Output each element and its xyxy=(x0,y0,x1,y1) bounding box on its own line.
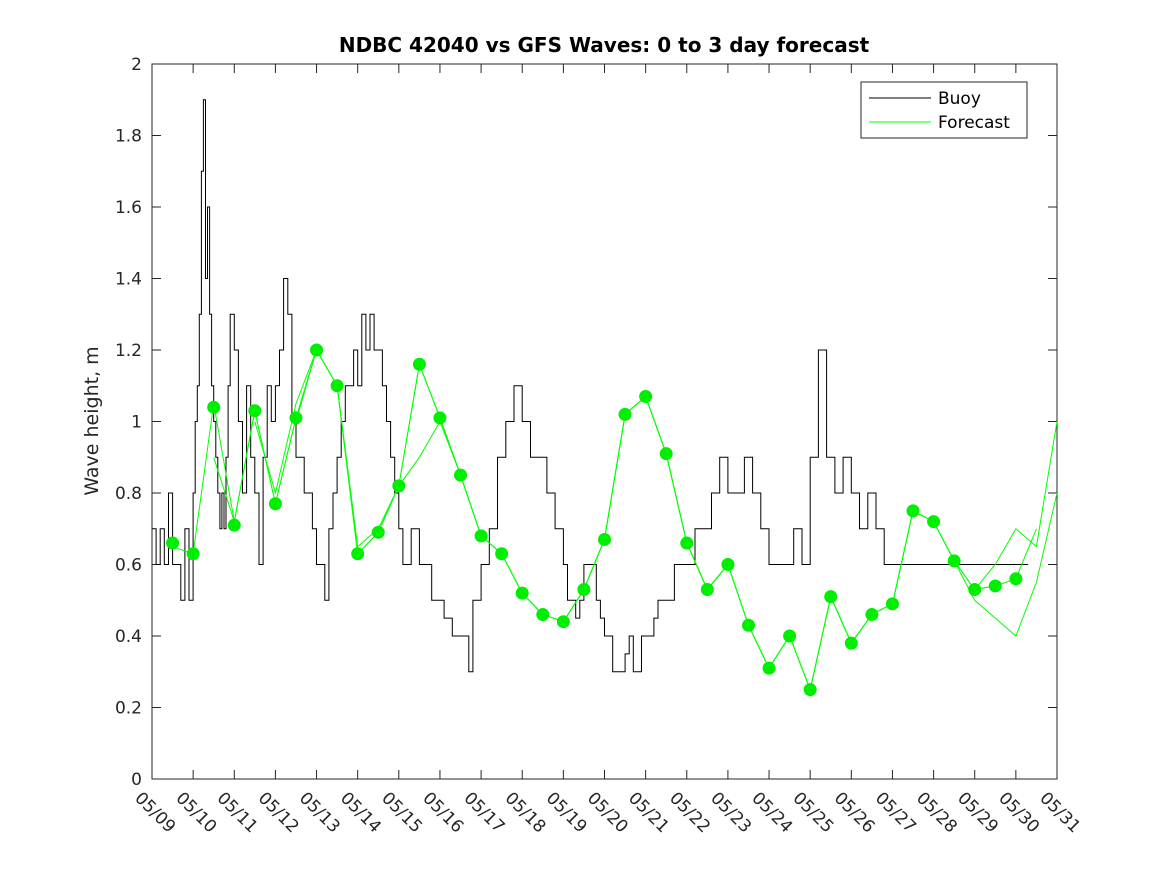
axes-frame xyxy=(151,63,1058,780)
y-tick-label: 0.8 xyxy=(115,484,142,504)
forecast-point xyxy=(865,608,879,622)
forecast-point xyxy=(988,579,1002,593)
forecast-point xyxy=(906,504,920,518)
forecast-point xyxy=(659,447,673,461)
forecast-point xyxy=(762,661,776,675)
forecast-point xyxy=(289,411,303,425)
y-tick-label: 1 xyxy=(131,413,142,433)
legend-forecast-label: Forecast xyxy=(938,113,1010,133)
y-tick-label: 0.6 xyxy=(115,556,142,576)
plot-area: 00.20.40.60.811.21.41.61.8205/0905/1005/… xyxy=(115,55,1084,837)
forecast-point xyxy=(618,407,632,421)
forecast-point xyxy=(227,518,241,532)
forecast-point xyxy=(700,583,714,597)
forecast-point xyxy=(371,525,385,539)
forecast-point xyxy=(433,411,447,425)
forecast-point xyxy=(639,389,653,403)
forecast-point xyxy=(310,343,324,357)
forecast-point xyxy=(1009,572,1023,586)
legend-box xyxy=(860,81,1028,139)
forecast-point xyxy=(968,583,982,597)
forecast-point xyxy=(392,479,406,493)
forecast-point xyxy=(207,400,221,414)
forecast-point xyxy=(495,547,509,561)
forecast-point xyxy=(741,618,755,632)
chart-title: NDBC 42040 vs GFS Waves: 0 to 3 day fore… xyxy=(339,33,870,57)
y-tick-label: 1.6 xyxy=(115,198,142,218)
forecast-point xyxy=(536,608,550,622)
forecast-point xyxy=(330,379,344,393)
forecast-point xyxy=(721,558,735,571)
forecast-point xyxy=(927,515,941,529)
forecast-point xyxy=(351,547,365,561)
buoy-series-line xyxy=(152,99,1029,673)
forecast-point xyxy=(885,597,899,611)
y-tick-label: 2 xyxy=(131,55,142,75)
forecast-point xyxy=(268,497,282,511)
y-tick-label: 1.4 xyxy=(115,270,142,290)
forecast-point xyxy=(598,532,611,546)
legend: Buoy Forecast xyxy=(860,81,1028,139)
forecast-point xyxy=(824,590,838,604)
y-tick-label: 1.2 xyxy=(115,341,142,361)
forecast-point xyxy=(166,536,180,550)
forecast-point xyxy=(556,615,570,629)
forecast-point xyxy=(186,547,200,561)
y-tick-label: 0.2 xyxy=(115,699,142,719)
legend-buoy-label: Buoy xyxy=(938,89,981,109)
y-axis-label: Wave height, m xyxy=(81,346,103,495)
forecast-point xyxy=(248,404,262,418)
forecast-point xyxy=(844,636,858,650)
forecast-point xyxy=(474,529,488,543)
y-tick-label: 0 xyxy=(131,770,142,790)
forecast-point xyxy=(412,357,426,371)
forecast-point xyxy=(783,629,797,643)
forecast-point xyxy=(577,583,591,597)
forecast-series-line xyxy=(974,421,1058,590)
forecast-point xyxy=(680,536,694,550)
y-tick-label: 1.8 xyxy=(115,127,142,147)
forecast-point xyxy=(454,468,468,482)
y-tick-label: 0.4 xyxy=(115,627,142,647)
forecast-point xyxy=(515,586,529,600)
forecast-point xyxy=(947,554,961,568)
forecast-point xyxy=(803,683,817,697)
